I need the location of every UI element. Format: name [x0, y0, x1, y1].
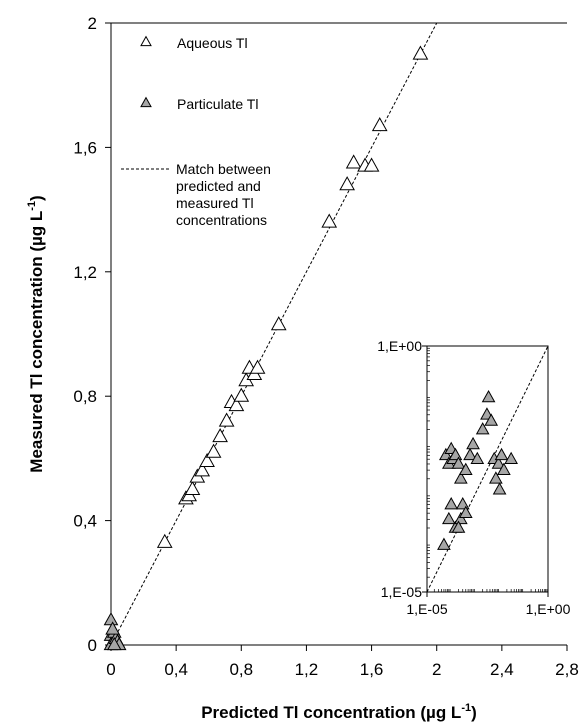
inset-particulate-point: [437, 537, 451, 550]
inset-particulate-point: [442, 511, 456, 525]
legend-particulate-label: Particulate Tl: [177, 96, 258, 112]
legend-particulate-marker: [140, 96, 152, 108]
legend-match-label: concentrations: [176, 212, 267, 228]
inset-particulate-point: [463, 447, 477, 461]
inset-plot: 1,E-05 1,E+00 1,E-05 1,E+00: [377, 338, 570, 617]
inset-particulate-point: [470, 451, 485, 465]
legend-aqueous-marker: [140, 35, 152, 47]
inset-particulate-point: [444, 497, 459, 510]
y-tick-label: 1,2: [73, 263, 97, 282]
inset-x-tick-label: 1,E+00: [526, 601, 571, 617]
inset-particulate-point: [492, 482, 507, 495]
legend-match-label: measured Tl: [176, 195, 254, 211]
inset-particulate-point: [489, 471, 503, 484]
legend-match-label: predicted and: [176, 178, 261, 194]
match-line: [110, 22, 438, 646]
y-tick-label: 2: [88, 14, 97, 33]
y-tick-label: 0,4: [73, 512, 97, 531]
inset-y-tick-label: 1,E-05: [381, 584, 422, 600]
inset-particulate-point: [458, 505, 473, 518]
x-tick-label: 0,4: [164, 660, 188, 679]
x-tick-label: 2,8: [555, 660, 579, 679]
aqueous-point: [233, 387, 250, 402]
inset-particulate-point: [475, 422, 490, 435]
aqueous-point: [345, 154, 362, 169]
aqueous-point: [228, 396, 245, 412]
aqueous-point: [339, 176, 355, 191]
axis-titles: Predicted Tl concentration (µg L-1) Measu…: [26, 195, 477, 722]
inset-particulate-point: [497, 462, 511, 475]
legend: Aqueous Tl Particulate Tl Match betweenpre…: [121, 35, 271, 228]
x-tick-label: 0,8: [229, 660, 253, 679]
inset-particulate-point: [491, 456, 506, 469]
legend-aqueous-label: Aqueous Tl: [177, 35, 248, 51]
aqueous-point: [199, 452, 215, 468]
aqueous-point: [218, 412, 235, 427]
x-tick-label: 2,4: [490, 660, 514, 679]
particulate-point: [106, 636, 122, 651]
y-tick-label: 1,6: [73, 138, 97, 157]
inset-x-tick-label: 1,E-05: [406, 601, 447, 617]
y-tick-label: 0,8: [73, 387, 97, 406]
inset-particulate-point: [453, 471, 468, 484]
x-tick-label: 0: [106, 660, 115, 679]
aqueous-point: [321, 213, 338, 228]
inset-particulate-point: [494, 447, 509, 461]
inset-particulate-point: [451, 520, 466, 533]
x-tick-label: 1,2: [295, 660, 319, 679]
legend-match-label: Match between: [176, 161, 271, 177]
particulate-point: [103, 612, 119, 626]
inset-particulate-point: [484, 413, 499, 426]
aqueous-point: [412, 45, 429, 60]
inset-particulate-point: [451, 456, 466, 469]
inset-y-tick-label: 1,E+00: [377, 338, 422, 354]
aqueous-point: [371, 117, 388, 132]
x-tick-label: 2: [432, 660, 441, 679]
y-tick-label: 0: [88, 636, 97, 655]
inset-particulate-point: [504, 451, 518, 465]
aqueous-point: [270, 316, 287, 331]
aqueous-point: [156, 533, 173, 548]
aqueous-point: [363, 157, 380, 172]
particulate-point: [105, 621, 120, 635]
inset-particulate-point: [466, 436, 480, 450]
aqueous-point: [249, 359, 266, 374]
aqueous-point: [205, 443, 222, 458]
inset-particulate-point: [458, 462, 473, 475]
x-tick-label: 1,6: [360, 660, 384, 679]
inset-match-line: [426, 345, 549, 593]
aqueous-point: [184, 480, 201, 496]
x-axis-title: Predicted Tl concentration (µg L-1): [201, 702, 477, 722]
aqueous-point: [212, 428, 228, 443]
y-axis-title: Measured Tl concentration (µg L-1): [26, 195, 46, 472]
aqueous-point: [194, 462, 211, 477]
inset-particulate-point: [453, 511, 468, 525]
inset-particulate-point: [481, 389, 496, 403]
main-plot: 0 0,4 0,8 1,2 1,6 2 0 0,4 0,8 1,2 1,6 2 2,4 2,8: [73, 14, 578, 679]
